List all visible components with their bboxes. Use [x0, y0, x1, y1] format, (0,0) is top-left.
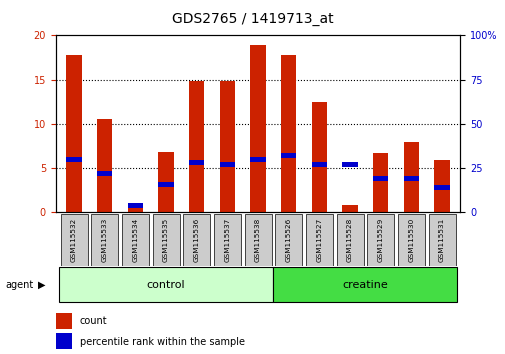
Bar: [342, 162, 357, 167]
FancyBboxPatch shape: [244, 214, 271, 266]
Bar: [403, 176, 418, 181]
Bar: [280, 55, 296, 212]
FancyBboxPatch shape: [59, 268, 273, 302]
Bar: [56, 313, 72, 329]
FancyBboxPatch shape: [428, 214, 455, 266]
Bar: [433, 185, 449, 190]
Text: agent: agent: [5, 280, 33, 290]
FancyBboxPatch shape: [367, 214, 393, 266]
FancyBboxPatch shape: [122, 214, 148, 266]
Text: GSM115526: GSM115526: [285, 218, 291, 262]
Text: GSM115529: GSM115529: [377, 218, 383, 262]
Text: GDS2765 / 1419713_at: GDS2765 / 1419713_at: [172, 12, 333, 27]
FancyBboxPatch shape: [397, 214, 424, 266]
Bar: [158, 182, 173, 187]
Text: GSM115538: GSM115538: [255, 218, 261, 262]
FancyBboxPatch shape: [273, 268, 457, 302]
Text: GSM115528: GSM115528: [346, 218, 352, 262]
Bar: [189, 160, 204, 165]
Text: percentile rank within the sample: percentile rank within the sample: [80, 337, 244, 347]
Bar: [97, 171, 112, 176]
Text: GSM115534: GSM115534: [132, 218, 138, 262]
Bar: [56, 333, 72, 349]
Bar: [189, 80, 204, 212]
Bar: [219, 162, 235, 167]
Bar: [97, 119, 112, 212]
FancyBboxPatch shape: [306, 214, 332, 266]
Text: count: count: [80, 316, 108, 326]
FancyBboxPatch shape: [183, 214, 210, 266]
Text: GSM115535: GSM115535: [163, 218, 169, 262]
FancyBboxPatch shape: [153, 214, 179, 266]
Bar: [403, 142, 418, 212]
Bar: [66, 55, 82, 212]
FancyBboxPatch shape: [61, 214, 87, 266]
Bar: [311, 162, 326, 167]
Text: ▶: ▶: [38, 280, 45, 290]
FancyBboxPatch shape: [214, 214, 240, 266]
Text: GSM115530: GSM115530: [408, 218, 414, 262]
Bar: [158, 152, 173, 212]
Text: GSM115531: GSM115531: [438, 218, 444, 262]
Text: GSM115536: GSM115536: [193, 218, 199, 262]
FancyBboxPatch shape: [275, 214, 301, 266]
Text: control: control: [146, 280, 185, 290]
Bar: [311, 102, 326, 212]
Bar: [280, 153, 296, 158]
Text: GSM115532: GSM115532: [71, 218, 77, 262]
Bar: [66, 157, 82, 162]
Bar: [372, 153, 388, 212]
Text: GSM115533: GSM115533: [102, 218, 108, 262]
Bar: [250, 45, 265, 212]
Bar: [433, 160, 449, 212]
Bar: [342, 205, 357, 212]
FancyBboxPatch shape: [336, 214, 363, 266]
Bar: [127, 205, 143, 212]
Bar: [219, 81, 235, 212]
Bar: [250, 157, 265, 162]
Text: GSM115527: GSM115527: [316, 218, 322, 262]
Text: GSM115537: GSM115537: [224, 218, 230, 262]
Text: creatine: creatine: [342, 280, 387, 290]
Bar: [127, 203, 143, 208]
Bar: [372, 176, 388, 181]
FancyBboxPatch shape: [91, 214, 118, 266]
